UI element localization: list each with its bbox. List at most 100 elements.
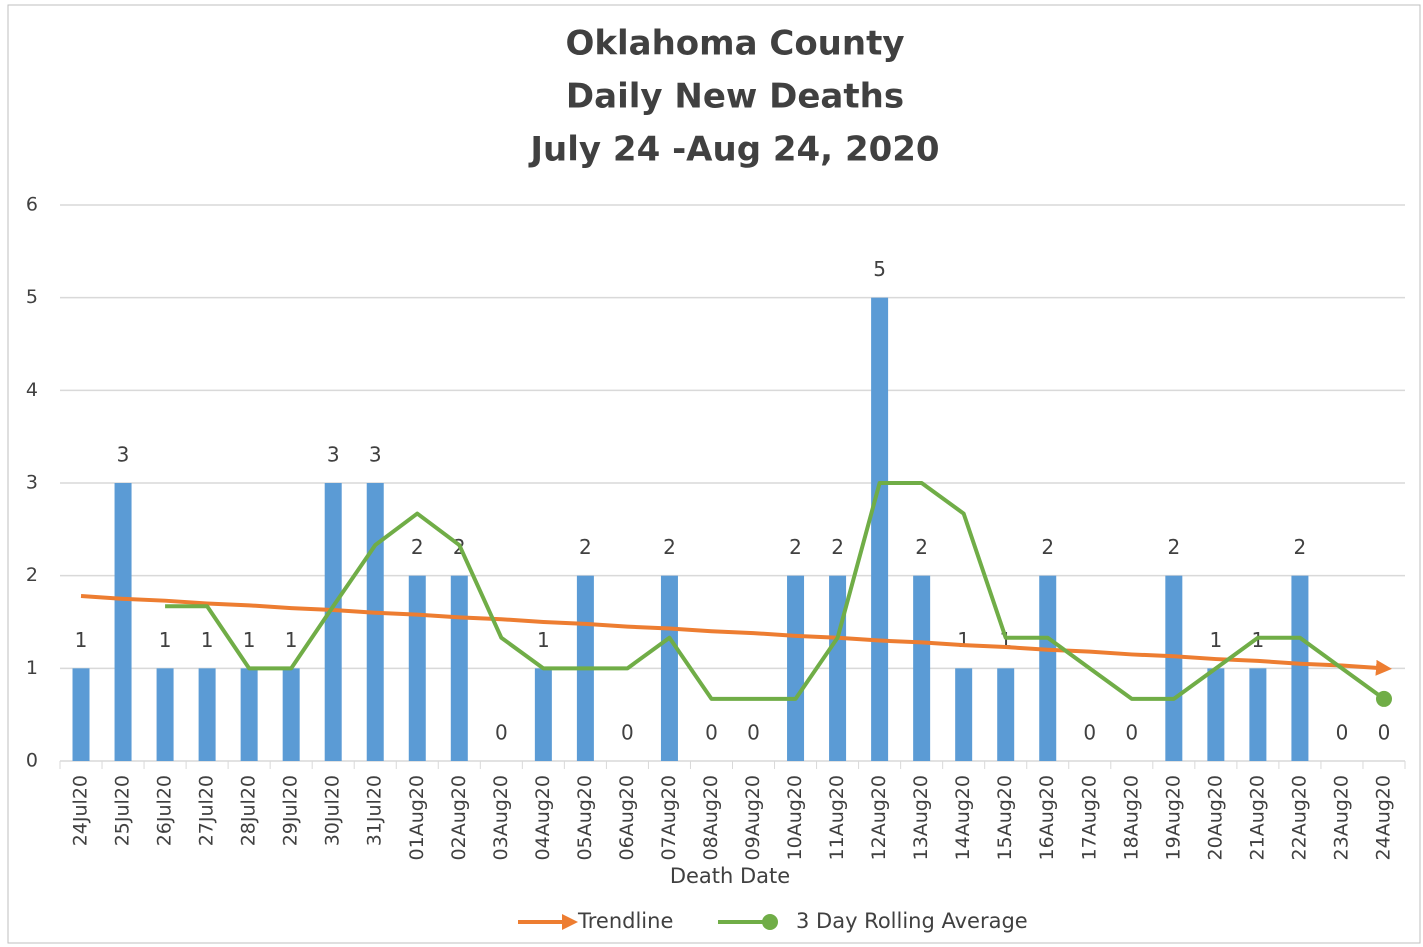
data-label: 0 (1378, 721, 1391, 745)
x-tick-label: 01Aug20 (406, 775, 428, 860)
x-tick-label: 13Aug20 (910, 775, 932, 860)
y-tick-label: 1 (26, 657, 38, 679)
bar (366, 483, 384, 761)
x-tick-label: 23Aug20 (1330, 775, 1352, 860)
x-tick-label: 06Aug20 (616, 775, 638, 860)
data-label: 1 (243, 628, 256, 652)
bar (198, 668, 216, 761)
bar (534, 668, 552, 761)
x-tick-label: 20Aug20 (1204, 775, 1226, 860)
data-label: 1 (537, 628, 550, 652)
x-tick-label: 19Aug20 (1162, 775, 1184, 860)
y-tick-label: 6 (26, 194, 38, 216)
data-label: 1 (957, 628, 970, 652)
chart-title: Daily New Deaths (566, 77, 904, 117)
bar (408, 575, 426, 761)
y-tick-label: 4 (26, 379, 38, 401)
data-label: 2 (1294, 535, 1307, 559)
series-line (165, 481, 1386, 701)
bar (450, 575, 468, 761)
x-tick-label: 18Aug20 (1120, 775, 1142, 860)
series-line (80, 594, 1392, 676)
series-end-marker (1375, 690, 1392, 707)
data-label: 2 (579, 535, 592, 559)
x-tick-label: 17Aug20 (1078, 775, 1100, 860)
bar (1165, 575, 1183, 761)
x-tick-label: 25Jul20 (112, 775, 134, 846)
legend-marker (762, 914, 778, 930)
bar (660, 575, 678, 761)
chart-border (7, 4, 1421, 944)
x-tick-label: 29Jul20 (280, 775, 302, 846)
bar (1207, 668, 1225, 761)
x-tick-label: 10Aug20 (784, 775, 806, 860)
x-tick-label: 08Aug20 (700, 775, 722, 860)
data-label: 1 (159, 628, 172, 652)
x-tick-label: 26Jul20 (154, 775, 176, 846)
data-label: 0 (1125, 721, 1138, 745)
bar (829, 575, 847, 761)
data-label: 1 (75, 628, 88, 652)
chart-title: July 24 -Aug 24, 2020 (528, 130, 939, 170)
x-tick-label: 07Aug20 (658, 775, 680, 860)
data-label: 2 (1167, 535, 1180, 559)
x-tick-label: 30Jul20 (322, 775, 344, 846)
data-label: 0 (1083, 721, 1096, 745)
data-label: 5 (873, 257, 886, 281)
bar (282, 668, 300, 761)
x-tick-label: 28Jul20 (238, 775, 260, 846)
y-tick-label: 2 (26, 564, 38, 586)
legend-label: 3 Day Rolling Average (796, 909, 1028, 933)
x-axis-title: Death Date (670, 864, 790, 888)
data-label: 2 (831, 535, 844, 559)
bar (1039, 575, 1057, 761)
data-label: 1 (201, 628, 214, 652)
data-label: 0 (705, 721, 718, 745)
bar (871, 297, 889, 761)
bar (913, 575, 931, 761)
data-label: 0 (495, 721, 508, 745)
x-tick-label: 09Aug20 (742, 775, 764, 860)
bar (72, 668, 90, 761)
data-label: 3 (369, 443, 382, 467)
x-tick-label: 16Aug20 (1036, 775, 1058, 860)
legend-label: Trendline (577, 909, 673, 933)
x-tick-label: 31Jul20 (364, 775, 386, 846)
data-label: 2 (1041, 535, 1054, 559)
x-tick-label: 11Aug20 (826, 775, 848, 860)
bar (324, 483, 342, 761)
bar (156, 668, 174, 761)
x-tick-label: 27Jul20 (196, 775, 218, 846)
data-label: 1 (285, 628, 298, 652)
data-label: 1 (1209, 628, 1222, 652)
x-tick-label: 12Aug20 (868, 775, 890, 860)
data-label: 2 (915, 535, 928, 559)
data-label: 0 (1336, 721, 1349, 745)
x-tick-label: 14Aug20 (952, 775, 974, 860)
y-tick-label: 5 (26, 286, 38, 308)
data-label: 2 (663, 535, 676, 559)
bar (240, 668, 258, 761)
data-label: 2 (789, 535, 802, 559)
bar (114, 483, 132, 761)
x-tick-label: 22Aug20 (1288, 775, 1310, 860)
data-label: 3 (117, 443, 130, 467)
x-tick-label: 24Jul20 (70, 775, 92, 846)
bar (997, 668, 1015, 761)
bar (955, 668, 973, 761)
x-tick-label: 04Aug20 (532, 775, 554, 860)
data-label: 0 (747, 721, 760, 745)
x-tick-label: 05Aug20 (574, 775, 596, 860)
x-tick-label: 15Aug20 (994, 775, 1016, 860)
chart-title: Oklahoma County (565, 24, 904, 64)
x-tick-label: 02Aug20 (448, 775, 470, 860)
bar (1249, 668, 1267, 761)
data-label: 3 (327, 443, 340, 467)
x-tick-label: 21Aug20 (1246, 775, 1268, 860)
data-label: 0 (621, 721, 634, 745)
bar (1291, 575, 1309, 761)
y-tick-label: 3 (26, 472, 38, 494)
bar (787, 575, 805, 761)
x-tick-label: 24Aug20 (1372, 775, 1394, 860)
